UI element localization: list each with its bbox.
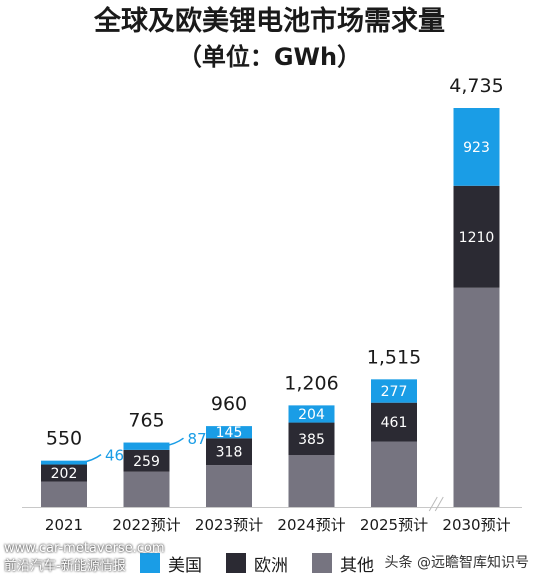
data-label-2-1: 318 <box>216 445 243 461</box>
legend-item-other: 其他 <box>312 551 374 576</box>
data-label-leader-1 <box>163 437 184 447</box>
total-label-3: 1,206 <box>284 372 338 394</box>
chart-title-block: 全球及欧美锂电池市场需求量 （单位：GWh） <box>0 4 539 74</box>
watermark-source: 头条 @远瞻智库知识号 <box>384 555 529 571</box>
x-tick-label-3: 2024预计 <box>277 516 345 534</box>
legend-swatch-other <box>312 553 332 573</box>
x-tick-label-1: 2022预计 <box>112 516 180 534</box>
total-label-0: 550 <box>46 428 82 450</box>
data-label-1-1: 259 <box>133 454 160 470</box>
chart-subtitle: （单位：GWh） <box>177 43 362 71</box>
bar-segment-0-2 <box>41 460 87 465</box>
axis-break-mark-1 <box>428 496 438 512</box>
data-label-0-1: 202 <box>51 466 78 482</box>
axis-break-mark-2 <box>434 496 444 512</box>
data-label-outside-1: 87 <box>188 430 207 448</box>
legend-item-europe: 欧洲 <box>226 551 288 576</box>
bar-segment-4-0 <box>371 441 417 507</box>
legend-item-us: 美国 <box>140 551 202 576</box>
bar-segment-5-2 <box>453 108 500 186</box>
data-label-5-2: 923 <box>463 140 490 156</box>
total-label-4: 1,515 <box>367 346 421 368</box>
chart-title: 全球及欧美锂电池市场需求量 <box>94 6 445 37</box>
legend-label-us: 美国 <box>168 555 202 576</box>
data-label-4-2: 277 <box>381 384 408 400</box>
bar-segment-2-2 <box>206 426 252 439</box>
legend-label-europe: 欧洲 <box>254 555 288 576</box>
x-tick-label-5: 2030预计 <box>442 516 510 534</box>
bar-segment-1-1 <box>123 449 170 472</box>
bar-segment-1-0 <box>123 471 170 507</box>
data-label-leader-0 <box>80 453 102 464</box>
watermark-site-name: 前沿汽车-新能源情报 <box>4 559 126 574</box>
bar-segment-2-0 <box>206 465 252 507</box>
legend-swatch-us <box>140 553 160 573</box>
bar-segment-0-0 <box>41 481 87 507</box>
data-label-4-1: 461 <box>381 415 408 431</box>
bar-segment-4-2 <box>371 379 417 403</box>
data-label-3-1: 385 <box>298 432 325 448</box>
bar-segment-4-1 <box>371 402 417 442</box>
x-tick-label-2: 2023预计 <box>195 516 263 534</box>
bar-segment-5-0 <box>453 287 500 507</box>
watermark-url: www.car-metaverse.com <box>4 541 165 556</box>
bar-segment-1-2 <box>123 442 170 450</box>
bar-segment-3-2 <box>288 405 335 423</box>
bar-segment-3-0 <box>288 455 335 507</box>
bar-segment-0-1 <box>41 464 87 482</box>
bar-segment-3-1 <box>288 422 335 456</box>
legend-label-other: 其他 <box>340 555 374 576</box>
data-label-3-2: 204 <box>298 407 325 423</box>
bar-segment-2-1 <box>206 438 252 466</box>
data-label-outside-0: 46 <box>105 447 124 465</box>
x-tick-label-4: 2025预计 <box>360 516 428 534</box>
x-tick-label-0: 2021 <box>45 516 83 534</box>
data-label-2-2: 145 <box>216 425 243 441</box>
total-label-5: 4,735 <box>449 75 503 97</box>
chart-legend: 美国 欧洲 其他 <box>140 550 398 576</box>
total-label-1: 765 <box>128 410 164 432</box>
watermark-site: www.car-metaverse.com 前沿汽车-新能源情报 <box>4 540 165 576</box>
legend-swatch-europe <box>226 553 246 573</box>
bar-segment-5-1 <box>453 185 500 288</box>
data-label-5-1: 1210 <box>459 230 495 246</box>
total-label-2: 960 <box>211 393 247 415</box>
